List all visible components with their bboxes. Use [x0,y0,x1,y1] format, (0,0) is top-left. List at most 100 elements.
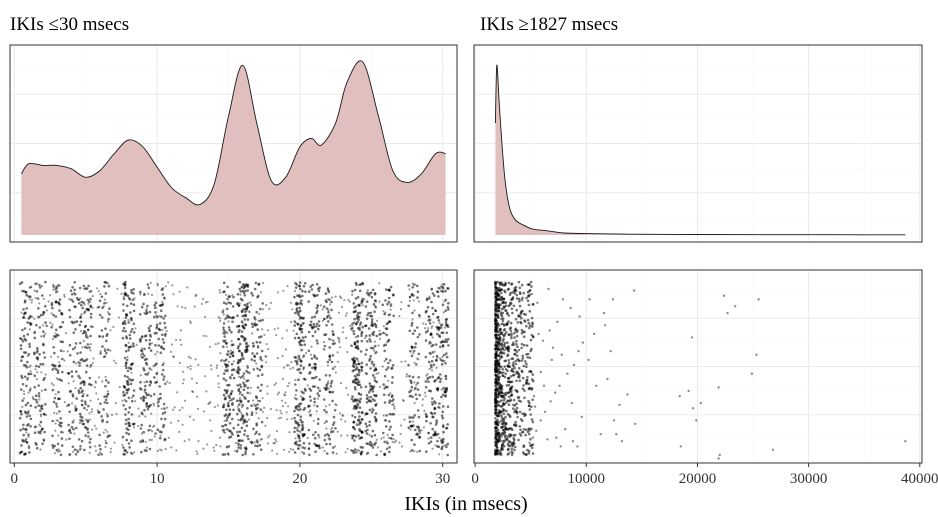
data-point [244,450,247,454]
data-point [154,301,158,305]
data-point [122,404,125,407]
data-point [146,304,149,308]
data-point [124,448,127,452]
data-point [560,353,563,356]
data-point [127,321,130,324]
data-point [261,318,264,322]
data-point [172,408,175,411]
data-point [73,288,76,292]
data-point [494,366,498,370]
data-point [95,392,98,395]
data-point [256,399,259,402]
data-point [189,320,192,323]
data-point [439,326,443,329]
data-point [280,412,283,415]
data-point [441,345,445,348]
data-point [189,321,192,325]
data-point [358,449,361,452]
data-point [389,425,393,429]
data-point [173,406,176,409]
data-point [70,375,74,378]
data-point [412,299,415,302]
data-point [37,394,41,398]
data-point [148,329,151,332]
data-point [503,284,506,287]
data-point [237,330,240,334]
data-point [357,380,361,384]
data-point [512,332,516,335]
data-point [368,334,372,337]
data-point [84,426,88,430]
data-point [498,357,502,360]
data-point [388,446,391,449]
data-point [506,288,510,291]
data-point [130,318,133,322]
data-point [77,389,81,392]
data-point [39,363,42,366]
data-point [302,434,305,437]
data-point [153,303,156,307]
data-point [383,440,387,444]
data-point [303,387,307,391]
data-point [67,382,70,385]
data-point [294,437,297,440]
data-point [101,335,105,338]
data-point [44,373,47,376]
data-point [510,394,513,397]
data-point [317,327,320,331]
data-point [55,419,58,422]
data-point [427,437,430,440]
data-point [340,305,344,309]
data-point [28,286,31,289]
data-point [418,436,421,439]
data-point [440,323,443,327]
data-point [394,439,398,442]
data-point [520,369,524,373]
data-point [125,399,128,403]
data-point [224,358,228,362]
data-point [209,364,213,367]
data-point [254,407,258,411]
data-point [364,334,368,338]
data-point [358,420,362,424]
data-point [28,298,31,301]
data-point [500,391,504,394]
data-point [331,451,335,454]
data-point [308,323,312,327]
x-tick-label: 10000 [568,471,606,487]
data-point [535,429,538,432]
data-point [79,445,82,448]
data-point [517,375,520,379]
data-point [236,434,240,438]
data-point [346,351,349,354]
data-point [503,332,507,336]
data-point [609,350,612,353]
data-point [444,309,448,312]
data-point [383,419,386,422]
data-point [52,313,55,317]
data-point [424,395,427,398]
data-point [269,407,272,411]
data-point [435,366,438,369]
data-point [57,355,60,358]
data-point [104,379,108,382]
data-point [170,446,173,449]
data-point [224,396,227,399]
data-point [222,331,225,335]
data-point [440,363,444,366]
data-point [302,322,305,325]
data-point [222,301,226,305]
data-point [389,285,393,289]
data-point [148,424,152,428]
data-point [298,284,302,288]
data-point [444,377,448,381]
data-point [439,285,442,288]
data-point [27,372,31,376]
data-point [438,453,441,456]
data-point [60,437,64,440]
data-point [223,414,227,418]
data-point [219,352,222,355]
data-point [413,402,416,405]
data-point [85,358,89,361]
data-point [145,380,149,384]
